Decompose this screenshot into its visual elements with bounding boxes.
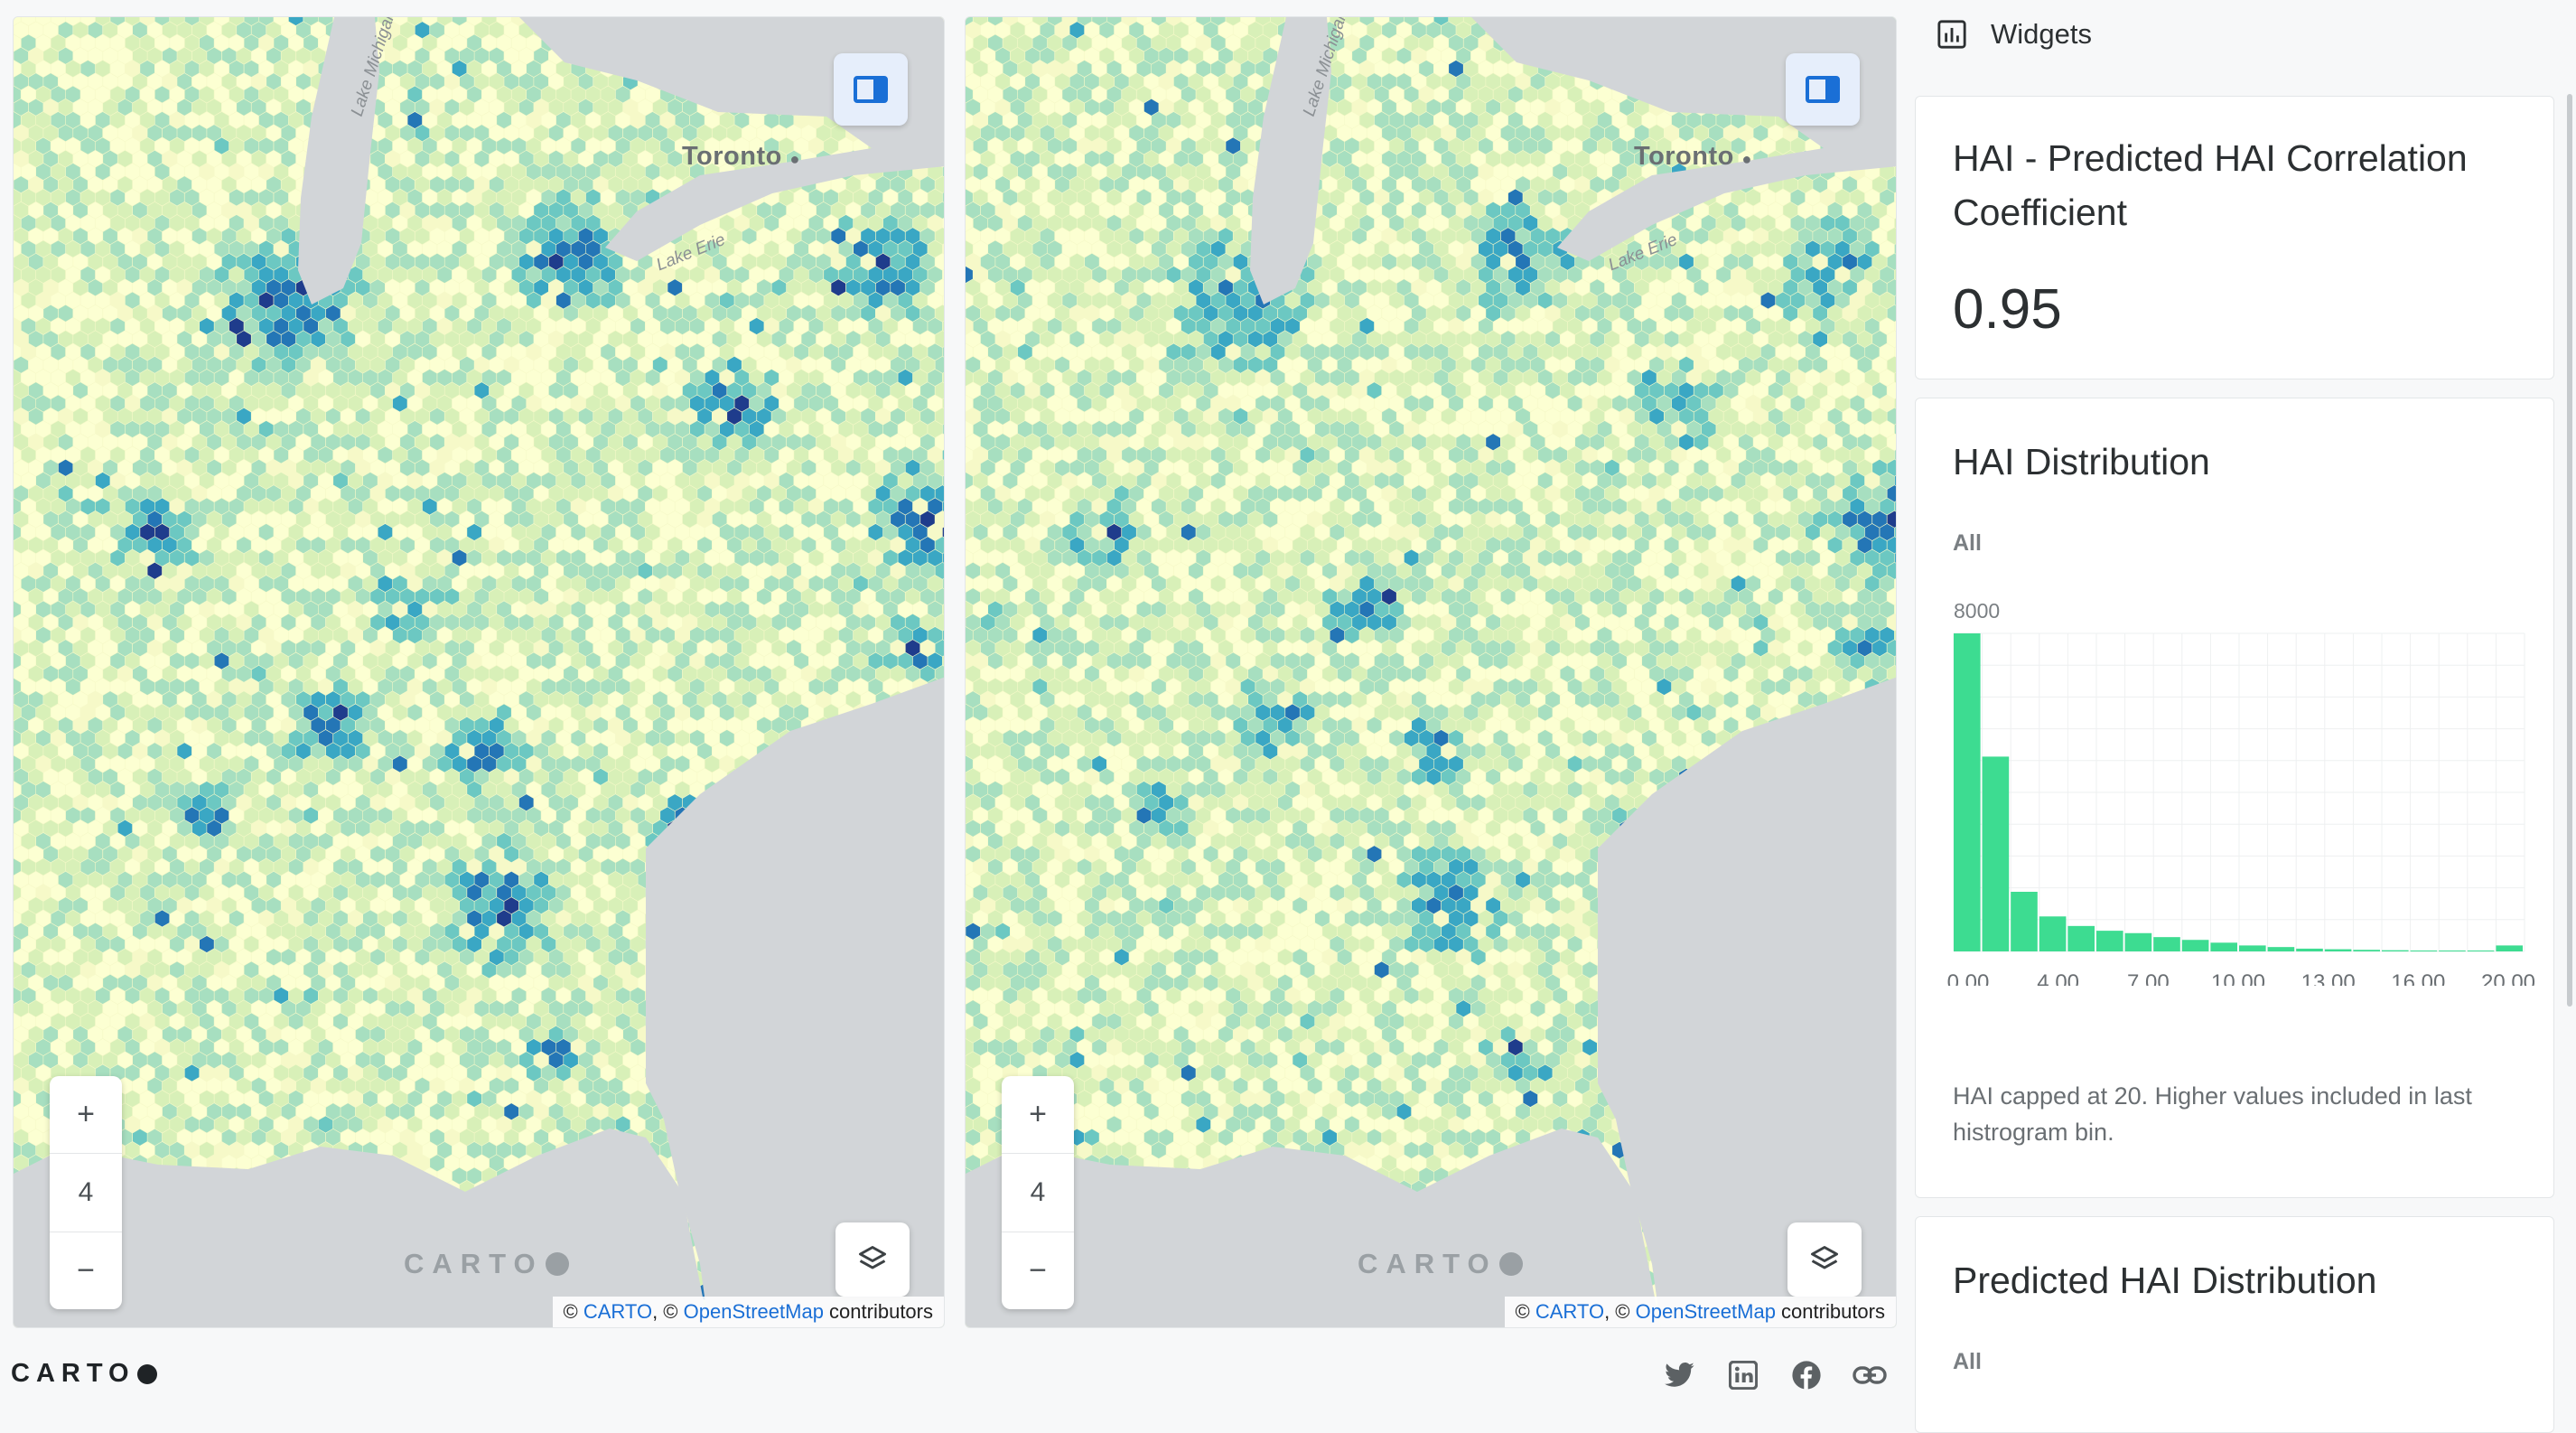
histogram-bar[interactable]: [2296, 948, 2323, 951]
widgets-title: Widgets: [1991, 18, 2092, 50]
histogram-bar[interactable]: [2496, 945, 2523, 951]
carto-watermark: CARTO: [1358, 1248, 1523, 1280]
zoom-out-button[interactable]: −: [77, 1252, 95, 1288]
panel-toggle-button[interactable]: [834, 53, 908, 126]
carto-attribution-link[interactable]: CARTO: [583, 1300, 653, 1323]
correlation-value: 0.95: [1953, 278, 2062, 341]
histogram-bars: [1954, 633, 2523, 951]
histogram-tick-label: 16.00: [2391, 970, 2445, 986]
map-canvas[interactable]: [966, 17, 1897, 1328]
linkedin-icon[interactable]: [1723, 1355, 1763, 1395]
histogram-tick-label: 4.00: [2037, 970, 2079, 986]
layers-button[interactable]: [835, 1222, 910, 1297]
city-label-toronto: Toronto ●: [1634, 142, 1752, 171]
zoom-control: + 4 −: [50, 1076, 122, 1309]
zoom-control: + 4 −: [1002, 1076, 1074, 1309]
histogram-bar[interactable]: [2067, 925, 2095, 951]
carto-attribution-link[interactable]: CARTO: [1535, 1300, 1605, 1323]
histogram-bar[interactable]: [2039, 916, 2067, 951]
widgets-header: Widgets: [1937, 18, 2092, 51]
histogram-grid: [1953, 632, 2525, 952]
osm-attribution-link[interactable]: OpenStreetMap: [683, 1300, 824, 1323]
hex-cells-1: [14, 17, 944, 1327]
osm-attribution-link[interactable]: OpenStreetMap: [1635, 1300, 1776, 1323]
zoom-in-button[interactable]: +: [77, 1097, 95, 1132]
histogram-bar[interactable]: [2353, 950, 2380, 951]
histogram-tick-label: 0.00: [1947, 970, 1990, 986]
map-canvas[interactable]: [14, 17, 945, 1328]
histogram-bar[interactable]: [1954, 633, 1981, 951]
sidebar-scrollbar[interactable]: [2567, 94, 2572, 1007]
hai-distribution-title: HAI Distribution: [1953, 441, 2210, 482]
histogram-ticks: 0.00 4.00 7.00 10.00 13.00 16.00 20.00: [1947, 970, 2535, 986]
sidebar-toggle-icon: [1806, 76, 1840, 103]
hex-cells-2: [14, 17, 944, 1327]
carto-watermark: CARTO: [404, 1248, 569, 1280]
hex-cells-2: [966, 17, 1896, 1327]
panel-toggle-button[interactable]: [1786, 53, 1860, 126]
layers-button[interactable]: [1787, 1222, 1862, 1297]
water-bodies: [966, 17, 1896, 1327]
histogram-tick-label: 10.00: [2211, 970, 2265, 986]
zoom-level: 4: [1002, 1153, 1074, 1232]
histogram-bar[interactable]: [2011, 892, 2038, 951]
hai-distribution-filter[interactable]: All: [1953, 530, 1982, 556]
histogram-bar[interactable]: [2239, 945, 2266, 951]
map-left[interactable]: Lake Michigan Lake Erie Toronto ● + 4 − …: [13, 16, 945, 1328]
histogram-bar[interactable]: [2153, 937, 2180, 951]
layers-icon: [1811, 1246, 1838, 1269]
footer-carto-logo[interactable]: CARTO: [11, 1359, 157, 1389]
hai-distribution-note: HAI capped at 20. Higher values included…: [1953, 1082, 2472, 1146]
predicted-hai-distribution-widget: Predicted HAI Distribution All: [1915, 1216, 2554, 1433]
layers-icon: [859, 1246, 886, 1269]
link-icon[interactable]: [1850, 1355, 1890, 1395]
histogram-bar[interactable]: [2210, 942, 2237, 951]
histogram-tick-label: 7.00: [2127, 970, 2170, 986]
histogram-bar[interactable]: [2096, 931, 2123, 951]
sidebar-toggle-icon: [854, 76, 888, 103]
map-attribution: © CARTO, © OpenStreetMap contributors: [552, 1297, 944, 1327]
hex-cells-1: [966, 17, 1896, 1327]
hai-distribution-widget: HAI Distribution All 8000 0.00 4.00 7.00 10…: [1915, 398, 2554, 1198]
histogram-tick-label: 13.00: [2301, 970, 2356, 986]
histogram-bar[interactable]: [1982, 756, 2010, 951]
zoom-out-button[interactable]: −: [1029, 1252, 1047, 1288]
histogram-bar[interactable]: [2124, 932, 2152, 951]
histogram-bar[interactable]: [2267, 947, 2295, 951]
facebook-icon[interactable]: [1787, 1355, 1826, 1395]
predicted-hai-distribution-filter[interactable]: All: [1953, 1349, 1982, 1374]
histogram-tick-label: 20.00: [2481, 970, 2535, 986]
zoom-level: 4: [50, 1153, 122, 1232]
twitter-icon[interactable]: [1660, 1355, 1700, 1395]
correlation-widget-title: HAI - Predicted HAI Correlation Coeffici…: [1953, 137, 2468, 233]
zoom-in-button[interactable]: +: [1029, 1097, 1047, 1132]
map-right[interactable]: Lake Michigan Lake Erie Toronto ● + 4 − …: [965, 16, 1897, 1328]
map-attribution: © CARTO, © OpenStreetMap contributors: [1504, 1297, 1896, 1327]
city-label-toronto: Toronto ●: [682, 142, 800, 171]
histogram-ymax-label: 8000: [1954, 599, 2000, 623]
histogram-bar[interactable]: [2324, 949, 2352, 951]
hex-cells-3: [980, 17, 1896, 1300]
histogram-bar[interactable]: [2181, 940, 2209, 951]
correlation-widget: HAI - Predicted HAI Correlation Coeffici…: [1915, 96, 2554, 379]
hai-histogram[interactable]: 8000 0.00 4.00 7.00 10.00 13.00 16.00 20.00: [1943, 588, 2539, 986]
predicted-hai-distribution-title: Predicted HAI Distribution: [1953, 1260, 2377, 1301]
bar-chart-icon: [1937, 20, 1966, 49]
